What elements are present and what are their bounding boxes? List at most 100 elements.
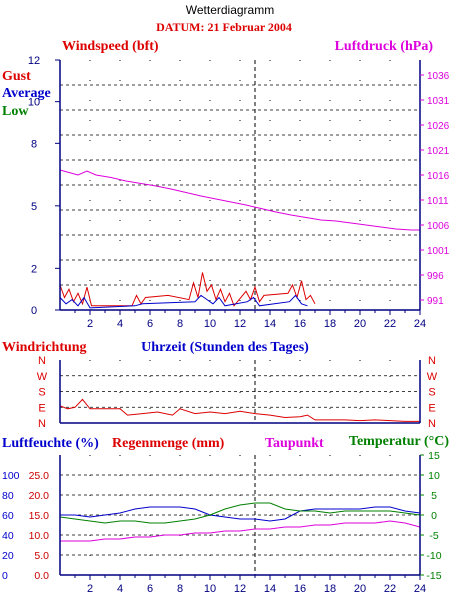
wind-grid xyxy=(60,60,420,310)
wind-x-tick-label: 14 xyxy=(264,318,276,330)
direction-y-left-label: N xyxy=(38,418,46,430)
wind-y-right-label: 1021 xyxy=(427,146,450,157)
direction-y-left-label: W xyxy=(37,371,48,383)
direction-axes: N NW WS SE EN N xyxy=(37,355,438,430)
rain-y-left-label: 25.0 xyxy=(29,470,50,482)
luftdruck-title: Luftdruck (hPa) xyxy=(335,39,434,54)
humidity-x-tick-label: 18 xyxy=(324,583,336,595)
humidity-y-left-label: 40 xyxy=(2,530,14,542)
humidity-x-tick-label: 4 xyxy=(117,583,123,595)
temperature-y-right-label: -5 xyxy=(429,530,438,542)
direction-y-right-label: N xyxy=(428,418,436,430)
legend-low: Low xyxy=(2,104,29,119)
wind-y-right-label: 1011 xyxy=(427,196,449,207)
humidity-grid xyxy=(60,455,420,575)
humidity-x-tick-label: 20 xyxy=(354,583,366,595)
wind-x-tick-label: 10 xyxy=(204,318,216,330)
direction-series-line xyxy=(59,398,420,422)
rain-y-left-label: 0.0 xyxy=(34,570,49,582)
direction-y-right-label: W xyxy=(427,371,438,383)
humidity-series-luftfeuchte xyxy=(60,506,421,522)
humidity-series-temperatur xyxy=(59,502,421,524)
rain-y-left-label: 15.0 xyxy=(29,510,50,522)
temperature-y-right-label: 0 xyxy=(431,510,437,522)
wind-y-left-label: 10 xyxy=(28,97,40,109)
humidity-x-tick-label: 6 xyxy=(147,583,153,595)
regenmenge-label: Regenmenge (mm) xyxy=(112,436,225,451)
wind-y-left-label: 5 xyxy=(31,201,37,213)
humidity-series xyxy=(59,502,421,542)
humidity-x-tick-label: 14 xyxy=(264,583,276,595)
wind-y-right-label: 1031 xyxy=(427,96,450,107)
wind-x-tick-label: 2 xyxy=(87,318,93,330)
legend-gust: Gust xyxy=(2,69,31,84)
wind-series-luftdruck xyxy=(59,169,420,231)
wind-x-tick-label: 4 xyxy=(117,318,123,330)
humidity-y-left-label: 60 xyxy=(2,510,14,522)
wind-x-tick-label: 6 xyxy=(147,318,153,330)
wind-x-tick-label: 16 xyxy=(294,318,306,330)
temperature-y-right-label: -10 xyxy=(426,550,441,562)
wind-series-average xyxy=(59,294,308,309)
wind-axes: 2 4 6 8 10 12 14 16 18 20 22 2402581012991996100110… xyxy=(28,55,450,330)
rain-y-left-label: 10.0 xyxy=(29,530,50,542)
humidity-series-taupunkt xyxy=(60,520,421,542)
wind-x-tick-label: 22 xyxy=(384,318,396,330)
humidity-x-tick-label: 22 xyxy=(384,583,396,595)
humidity-y-left-label: 100 xyxy=(2,470,20,482)
direction-y-left-label: N xyxy=(38,355,46,367)
wind-y-left-label: 8 xyxy=(31,138,37,150)
windspeed-title: Windspeed (bft) xyxy=(62,39,159,54)
wind-y-right-label: 1006 xyxy=(427,221,450,232)
wind-y-left-label: 0 xyxy=(31,305,37,317)
direction-y-left-label: S xyxy=(38,387,45,399)
temperature-y-right-label: 10 xyxy=(428,470,440,482)
rain-y-left-label: 20.0 xyxy=(29,490,50,502)
direction-y-left-label: E xyxy=(38,402,45,414)
rain-y-left-label: 5.0 xyxy=(34,550,49,562)
wind-y-left-label: 2 xyxy=(31,263,37,275)
direction-y-right-label: N xyxy=(428,355,436,367)
wind-x-tick-label: 18 xyxy=(324,318,336,330)
taupunkt-label: Taupunkt xyxy=(265,436,324,451)
direction-y-right-label: S xyxy=(428,387,435,399)
humidity-x-tick-label: 2 xyxy=(87,583,93,595)
wind-y-right-label: 1016 xyxy=(427,171,450,182)
wind-x-tick-label: 12 xyxy=(234,318,246,330)
wind-y-right-label: 1036 xyxy=(427,71,450,82)
wind-x-tick-label: 24 xyxy=(414,318,426,330)
wind-y-right-label: 1001 xyxy=(427,246,450,257)
wind-x-tick-label: 8 xyxy=(177,318,183,330)
windrichtung-title: Windrichtung xyxy=(2,340,87,355)
legend-average: Average xyxy=(2,86,51,101)
temperature-y-right-label: 5 xyxy=(431,490,437,502)
humidity-x-tick-label: 24 xyxy=(414,583,426,595)
wind-series xyxy=(59,169,420,309)
wind-series-gust xyxy=(59,272,316,307)
page-title: Wetterdiagramm xyxy=(186,3,274,17)
humidity-y-left-label: 80 xyxy=(2,490,14,502)
wind-y-right-label: 996 xyxy=(427,271,444,282)
direction-y-right-label: E xyxy=(428,402,435,414)
humidity-x-tick-label: 16 xyxy=(294,583,306,595)
humidity-y-left-label: 20 xyxy=(2,550,14,562)
wind-y-left-label: 12 xyxy=(28,55,40,67)
temperatur-label: Temperatur (°C) xyxy=(349,434,449,449)
humidity-x-tick-label: 12 xyxy=(234,583,246,595)
wind-y-right-label: 1026 xyxy=(427,121,450,132)
uhrzeit-title: Uhrzeit (Stunden des Tages) xyxy=(141,340,309,355)
wind-x-tick-label: 20 xyxy=(354,318,366,330)
direction-grid xyxy=(60,360,420,423)
temperature-y-right-label: 15 xyxy=(428,450,440,462)
humidity-x-tick-label: 8 xyxy=(177,583,183,595)
humidity-x-tick-label: 10 xyxy=(204,583,216,595)
direction-series xyxy=(59,398,420,422)
humidity-y-left-label: 0 xyxy=(2,570,8,582)
humidity-axes: 2 4 6 8 10 12 14 16 18 20 22 240204060801000.05.010… xyxy=(2,450,442,595)
date-label: DATUM: 21 Februar 2004 xyxy=(156,20,292,34)
temperature-y-right-label: -15 xyxy=(426,570,441,582)
wind-y-right-label: 991 xyxy=(427,296,444,307)
